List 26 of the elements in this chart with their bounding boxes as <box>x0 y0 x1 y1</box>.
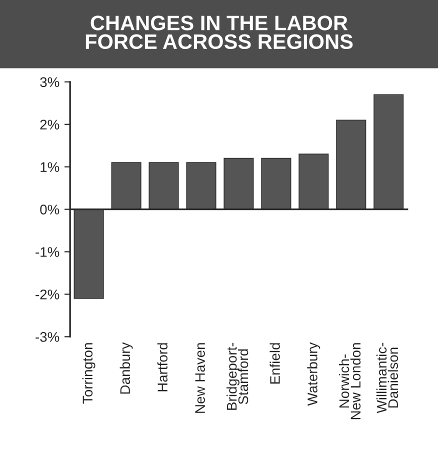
bar <box>298 154 329 210</box>
bar <box>261 158 292 210</box>
x-tick-label: Torrington <box>82 343 96 404</box>
y-tick-label: 2% <box>40 120 60 130</box>
x-tick-label: New Haven <box>195 343 205 413</box>
bar <box>224 158 254 210</box>
x-tick-label: Norwich- New London <box>338 343 361 420</box>
x-tick-label: Hartford <box>157 343 168 392</box>
y-tick-label: -2% <box>36 290 60 300</box>
bar <box>186 162 216 210</box>
x-tick-label: Enfield <box>270 343 280 384</box>
bar <box>111 162 142 210</box>
x-tick-label: Danbury <box>120 342 133 394</box>
x-tick-label: Willimantic- Danielson <box>376 342 398 414</box>
bar <box>336 120 366 210</box>
y-tick-label: -1% <box>36 247 60 257</box>
x-tick-label: Bridgeport- Stamford <box>226 342 248 410</box>
bar <box>374 94 404 210</box>
x-tick-label: Waterbury <box>307 342 320 406</box>
y-tick-label: 3% <box>40 77 60 88</box>
chart-title: CHANGES IN THE LABOR FORCE ACROSS REGIONS <box>86 16 353 50</box>
bar <box>148 162 179 210</box>
y-tick-label: 0% <box>40 204 60 214</box>
bar <box>74 208 104 299</box>
y-tick-label: -3% <box>36 332 60 342</box>
y-tick-label: 1% <box>40 162 60 172</box>
